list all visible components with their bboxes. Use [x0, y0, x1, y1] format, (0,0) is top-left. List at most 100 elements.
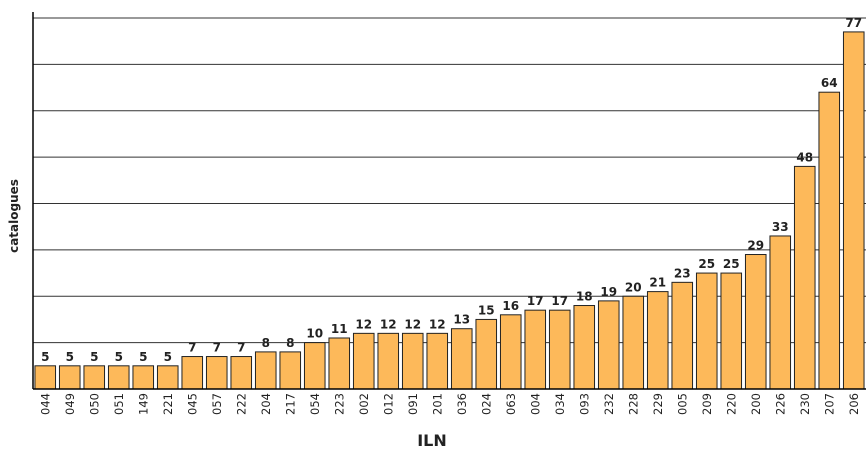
- tick-label-221: 221: [161, 393, 175, 415]
- data-label-220: 25: [723, 257, 740, 271]
- data-label-217: 8: [286, 336, 294, 350]
- tick-label-004: 004: [528, 393, 542, 415]
- bar-209: [695, 272, 718, 390]
- data-label-005: 23: [674, 266, 691, 280]
- tick-label-093: 093: [577, 393, 591, 415]
- bar-063: [499, 314, 522, 390]
- bar-054: [303, 342, 326, 390]
- data-label-206: 77: [845, 16, 862, 30]
- tick-label-045: 045: [185, 393, 199, 415]
- data-label-002: 12: [355, 317, 372, 331]
- data-label-204: 8: [262, 336, 270, 350]
- tick-label-050: 050: [87, 393, 101, 415]
- tick-label-149: 149: [136, 393, 150, 415]
- data-label-228: 20: [625, 280, 642, 294]
- tick-label-091: 091: [406, 393, 420, 415]
- tick-label-012: 012: [381, 393, 395, 415]
- tick-label-201: 201: [430, 393, 444, 415]
- tick-label-005: 005: [675, 393, 689, 415]
- data-label-229: 21: [649, 276, 666, 290]
- data-label-209: 25: [698, 257, 715, 271]
- tick-label-207: 207: [822, 393, 836, 415]
- data-label-232: 19: [600, 285, 617, 299]
- bar-036: [450, 328, 473, 390]
- data-label-012: 12: [380, 317, 397, 331]
- data-label-051: 5: [115, 350, 123, 364]
- data-label-222: 7: [237, 341, 245, 355]
- bar-093: [573, 305, 596, 390]
- bar-024: [475, 318, 498, 390]
- tick-label-036: 036: [455, 393, 469, 415]
- data-label-207: 64: [821, 76, 838, 90]
- tick-label-220: 220: [724, 393, 738, 415]
- x-axis-title: ILN: [417, 431, 447, 450]
- tick-label-222: 222: [234, 393, 248, 415]
- data-label-223: 11: [331, 322, 348, 336]
- bar-217: [279, 351, 302, 390]
- bar-045: [181, 356, 204, 390]
- bar-034: [548, 309, 571, 390]
- bar-226: [769, 235, 792, 390]
- bar-149: [132, 365, 155, 390]
- tick-label-057: 057: [210, 393, 224, 415]
- tick-label-049: 049: [63, 393, 77, 415]
- data-label-201: 12: [429, 317, 446, 331]
- data-label-221: 5: [164, 350, 172, 364]
- tick-label-226: 226: [773, 393, 787, 415]
- data-label-049: 5: [66, 350, 74, 364]
- tick-label-217: 217: [283, 393, 297, 415]
- bar-222: [230, 356, 253, 390]
- bar-002: [352, 332, 375, 390]
- tick-label-024: 024: [479, 393, 493, 415]
- data-label-149: 5: [139, 350, 147, 364]
- bar-223: [328, 337, 351, 390]
- y-axis-title: catalogues: [7, 179, 21, 253]
- tick-label-228: 228: [626, 393, 640, 415]
- bar-228: [622, 295, 645, 390]
- bar-051: [107, 365, 130, 390]
- bar-091: [401, 332, 424, 390]
- x-tick-labels: 044 049 050 051 149 221 045 057 222 204 217 054 223 0…: [38, 393, 861, 415]
- data-label-036: 13: [453, 313, 470, 327]
- data-label-063: 16: [502, 299, 519, 313]
- data-label-044: 5: [41, 350, 49, 364]
- bar-200: [744, 254, 767, 390]
- bar-206: [842, 31, 865, 390]
- tick-label-206: 206: [847, 393, 861, 415]
- bar-229: [646, 291, 669, 390]
- data-label-226: 33: [772, 220, 789, 234]
- tick-label-051: 051: [112, 393, 126, 415]
- data-label-024: 15: [478, 303, 495, 317]
- bar-057: [205, 356, 228, 390]
- bar-044: [34, 365, 57, 390]
- data-label-057: 7: [213, 341, 221, 355]
- tick-label-054: 054: [308, 393, 322, 415]
- tick-label-044: 044: [38, 393, 52, 415]
- tick-label-232: 232: [602, 393, 616, 415]
- bar-204: [254, 351, 277, 390]
- bar-232: [597, 300, 620, 390]
- data-label-004: 17: [527, 294, 544, 308]
- bar-221: [156, 365, 179, 390]
- data-label-230: 48: [796, 150, 813, 164]
- tick-label-230: 230: [798, 393, 812, 415]
- bar-004: [524, 309, 547, 390]
- bars: [34, 31, 865, 390]
- tick-label-229: 229: [651, 393, 665, 415]
- data-label-200: 29: [747, 239, 764, 253]
- data-label-054: 10: [306, 327, 323, 341]
- bar-012: [377, 332, 400, 390]
- gridlines: [33, 17, 866, 344]
- data-label-093: 18: [576, 290, 593, 304]
- bar-049: [58, 365, 81, 390]
- tick-label-002: 002: [357, 393, 371, 415]
- bar-201: [426, 332, 449, 390]
- bar-230: [793, 165, 816, 390]
- bar-220: [720, 272, 743, 390]
- bar-005: [671, 281, 694, 390]
- tick-label-063: 063: [504, 393, 518, 415]
- tick-label-204: 204: [259, 393, 273, 415]
- data-label-034: 17: [551, 294, 568, 308]
